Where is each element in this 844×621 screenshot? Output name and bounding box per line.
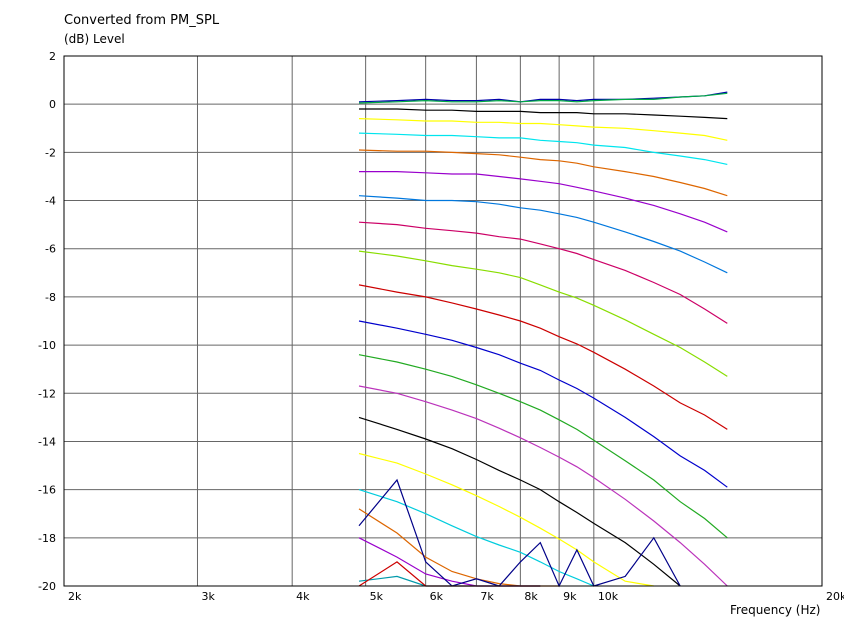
series-line-13 bbox=[358, 354, 728, 539]
series-line-11 bbox=[358, 284, 728, 430]
y-tick-label: 2 bbox=[49, 50, 56, 63]
y-tick-labels: 2 0 -2 -4 -6 -8 -10 -12 -14 -16 -18 -20 bbox=[38, 50, 56, 593]
series-line-20 bbox=[358, 478, 681, 588]
plot-frame bbox=[63, 55, 823, 587]
series-line-10 bbox=[358, 250, 728, 377]
x-tick-label: 6k bbox=[430, 590, 444, 603]
x-tick-labels: 2k 3k 4k 5k 6k 7k 8k 9k 10k 20k bbox=[68, 590, 844, 603]
y-tick-label: -20 bbox=[38, 580, 56, 593]
y-tick-label: -12 bbox=[38, 387, 56, 400]
series-line-12 bbox=[358, 320, 728, 488]
y-axis-label: (dB) Level bbox=[64, 32, 125, 46]
series-line-19 bbox=[358, 537, 541, 587]
y-tick-label: 0 bbox=[49, 98, 56, 111]
y-tick-label: -10 bbox=[38, 339, 56, 352]
y-tick-label: -18 bbox=[38, 532, 56, 545]
x-axis-label: Frequency (Hz) bbox=[730, 603, 821, 617]
series-line-4 bbox=[358, 118, 728, 141]
x-tick-label: 8k bbox=[524, 590, 538, 603]
series-line-2 bbox=[358, 92, 728, 104]
x-tick-label: 5k bbox=[370, 590, 384, 603]
x-tick-label: 20k bbox=[826, 590, 844, 603]
series-line-9 bbox=[358, 221, 728, 324]
y-tick-label: -16 bbox=[38, 484, 56, 497]
series-line-7 bbox=[359, 171, 728, 233]
y-tick-label: -14 bbox=[38, 435, 56, 448]
x-tick-label: 7k bbox=[480, 590, 494, 603]
series-line-15 bbox=[358, 416, 681, 587]
y-tick-label: -8 bbox=[45, 291, 56, 304]
x-tick-label: 9k bbox=[563, 590, 577, 603]
series-line-5 bbox=[358, 132, 728, 165]
series-line-3 bbox=[359, 108, 728, 120]
series-lines bbox=[358, 91, 728, 588]
y-tick-label: -6 bbox=[45, 243, 56, 256]
series-line-18 bbox=[358, 508, 560, 587]
x-tick-label: 2k bbox=[68, 590, 82, 603]
x-tick-label: 4k bbox=[296, 590, 310, 603]
series-line-8 bbox=[358, 195, 728, 274]
y-tick-label: -2 bbox=[45, 146, 56, 159]
x-tick-label: 3k bbox=[201, 590, 215, 603]
chart-title: Converted from PM_SPL bbox=[64, 13, 220, 28]
x-tick-label: 10k bbox=[598, 590, 619, 603]
series-line-16 bbox=[358, 452, 654, 587]
y-tick-label: -4 bbox=[45, 195, 56, 208]
series-line-14 bbox=[358, 385, 728, 587]
series-line-6 bbox=[358, 149, 728, 197]
series-line-22 bbox=[358, 561, 541, 587]
